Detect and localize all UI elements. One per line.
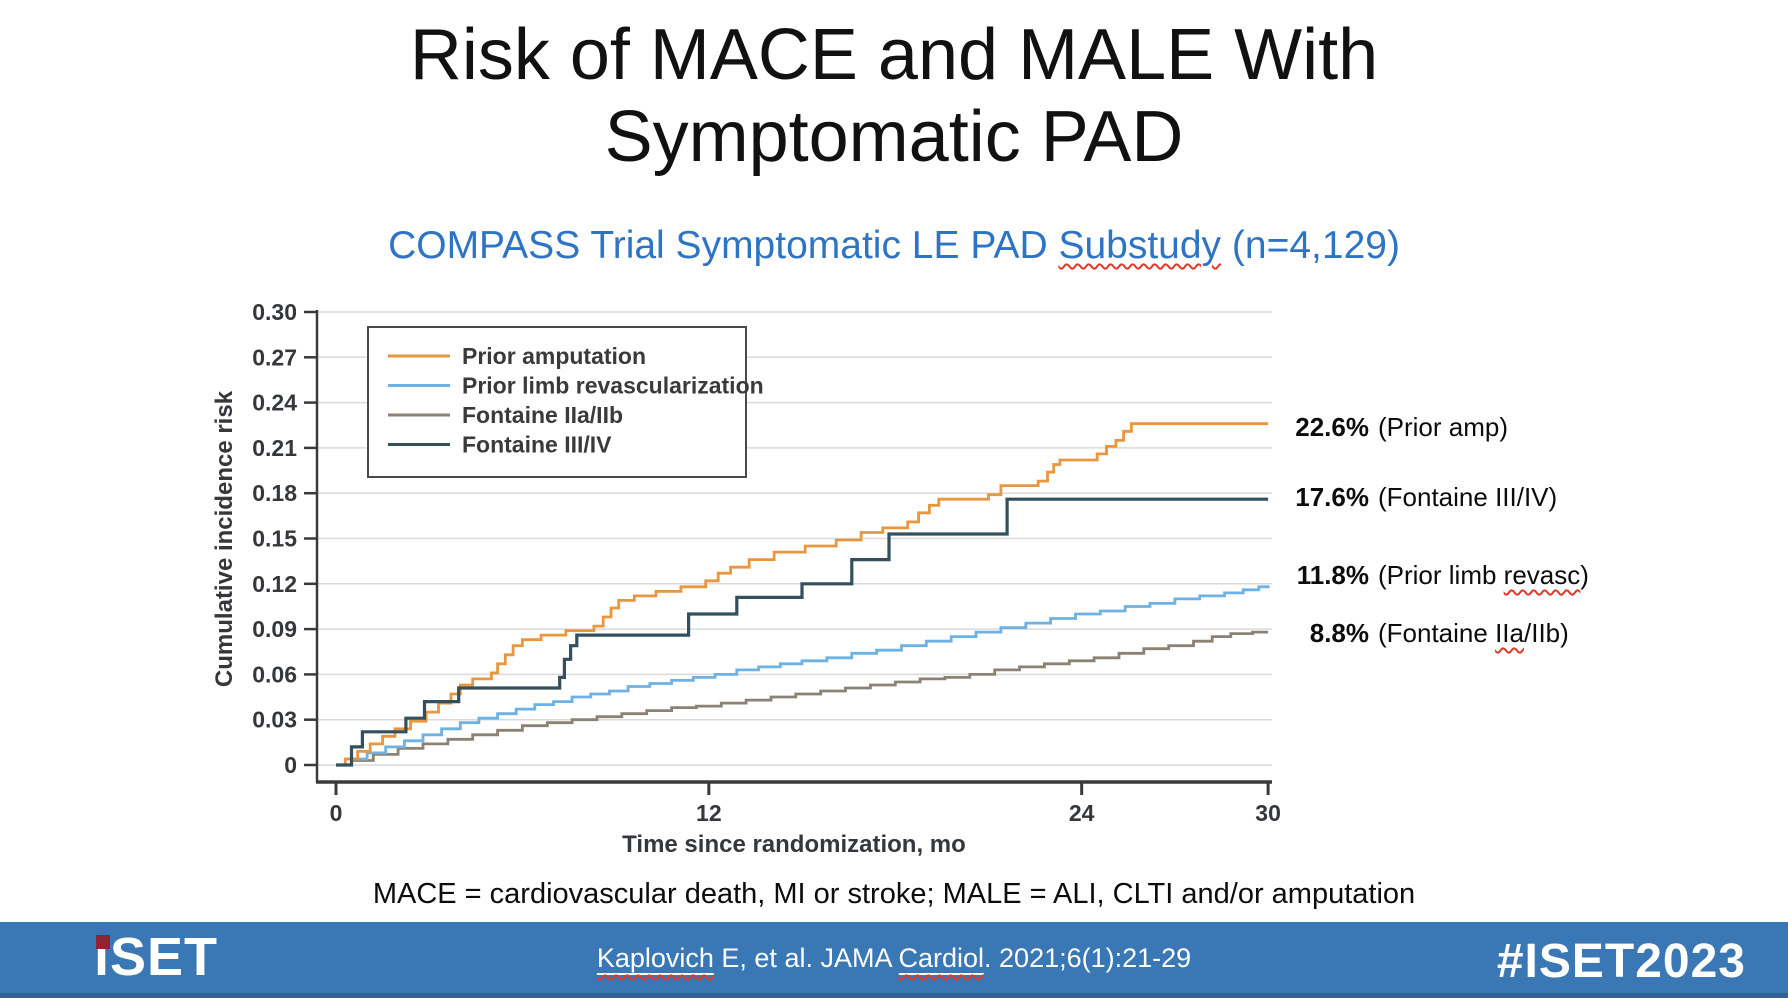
x-axis-title: Time since randomization, mo [622, 831, 966, 858]
spellcheck-word: IIa [1495, 618, 1524, 648]
y-tick-label: 0.30 [252, 299, 297, 325]
iset-logo-dot-icon [96, 935, 110, 949]
risk-annotation-label: (Prior limb revasc) [1378, 560, 1589, 591]
spellcheck-word: revasc [1503, 560, 1581, 590]
annotation-text: (Fontaine III/IV) [1378, 482, 1558, 512]
risk-annotation-pct: 17.6% [1295, 482, 1369, 512]
legend-label: Prior amputation [462, 343, 646, 369]
cumulative-incidence-chart: 0 0.03 0.06 0.09 0.12 0.15 0.18 0.21 0.24 0.27 0.3… [211, 299, 1281, 858]
y-axis-title: Cumulative incidence risk [211, 390, 238, 687]
iset-logo-text: ıSET [94, 927, 219, 987]
y-tick-label: 0.12 [252, 571, 297, 597]
risk-annotation-row: 8.8% (Fontaine IIa/IIb) [1277, 618, 1569, 649]
subtitle: COMPASS Trial Symptomatic LE PAD Substud… [0, 224, 1788, 268]
event-hashtag: #ISET2023 [1496, 935, 1746, 988]
risk-annotation-row: 17.6% (Fontaine III/IV) [1277, 482, 1557, 513]
legend-label: Prior limb revascularization [462, 373, 764, 399]
y-tick-label: 0.27 [252, 344, 297, 370]
page-title-line1: Risk of MACE and MALE With [409, 15, 1379, 95]
page-title: Risk of MACE and MALE With Symptomatic P… [0, 14, 1788, 178]
risk-annotation-label: (Prior amp) [1378, 412, 1508, 443]
subtitle-post: (n=4,129) [1221, 224, 1400, 267]
series-fontaine-iia-iib [336, 630, 1269, 767]
annotation-text: (Prior amp) [1378, 412, 1509, 442]
y-tick-label: 0.15 [252, 526, 297, 552]
x-tick-label: 12 [696, 800, 722, 826]
citation-underlined-word: Cardiol [898, 943, 985, 975]
annotation-text: ) [1580, 560, 1589, 590]
abbreviations-footnote: MACE = cardiovascular death, MI or strok… [372, 878, 1416, 910]
iset-logo: ıSET [94, 927, 219, 987]
footer-bar: ıSET Kaplovich E, et al. JAMA Cardiol. 2… [0, 922, 1788, 998]
subtitle-pre: COMPASS Trial Symptomatic LE PAD [388, 224, 1059, 267]
y-tick-label: 0.18 [252, 480, 297, 506]
risk-annotation-row: 22.6% (Prior amp) [1277, 412, 1508, 443]
y-tick-label: 0 [284, 752, 297, 778]
x-tick-label: 30 [1255, 800, 1281, 826]
y-tick-label: 0.06 [252, 661, 297, 687]
y-tick-label: 0.24 [252, 390, 297, 416]
citation-underlined-word: Kaplovich [596, 943, 714, 975]
annotation-text: (Fontaine [1378, 618, 1496, 648]
y-tick-label: 0.09 [252, 616, 297, 642]
citation-text: E, et al. JAMA [713, 943, 899, 973]
risk-annotation-pct: 22.6% [1295, 412, 1369, 442]
y-tick-label: 0.21 [252, 435, 297, 461]
x-tick-label: 24 [1069, 800, 1095, 826]
annotation-text: (Prior limb [1378, 560, 1504, 590]
series-fontaine-iii-iv [336, 497, 1269, 767]
citation: Kaplovich E, et al. JAMA Cardiol. 2021;6… [596, 943, 1192, 975]
legend-box [367, 326, 747, 478]
page-title-line2: Symptomatic PAD [604, 97, 1184, 178]
citation-text: . 2021;6(1):21-29 [984, 943, 1192, 973]
risk-annotation-pct: 8.8% [1309, 618, 1369, 648]
legend-label: Fontaine IIa/IIb [462, 402, 623, 428]
risk-annotation-pct: 11.8% [1296, 560, 1369, 590]
risk-annotation-label: (Fontaine IIa/IIb) [1378, 618, 1569, 649]
y-tick-label: 0.03 [252, 707, 297, 733]
risk-annotation-row: 11.8% (Prior limb revasc) [1277, 560, 1589, 591]
risk-annotation-label: (Fontaine III/IV) [1378, 482, 1557, 513]
x-tick-label: 0 [330, 800, 343, 826]
annotation-text: /IIb) [1524, 618, 1569, 648]
series-prior-limb-revascularization [336, 585, 1270, 767]
subtitle-spellcheck-word: Substudy [1058, 224, 1222, 267]
legend-label: Fontaine III/IV [462, 432, 612, 458]
